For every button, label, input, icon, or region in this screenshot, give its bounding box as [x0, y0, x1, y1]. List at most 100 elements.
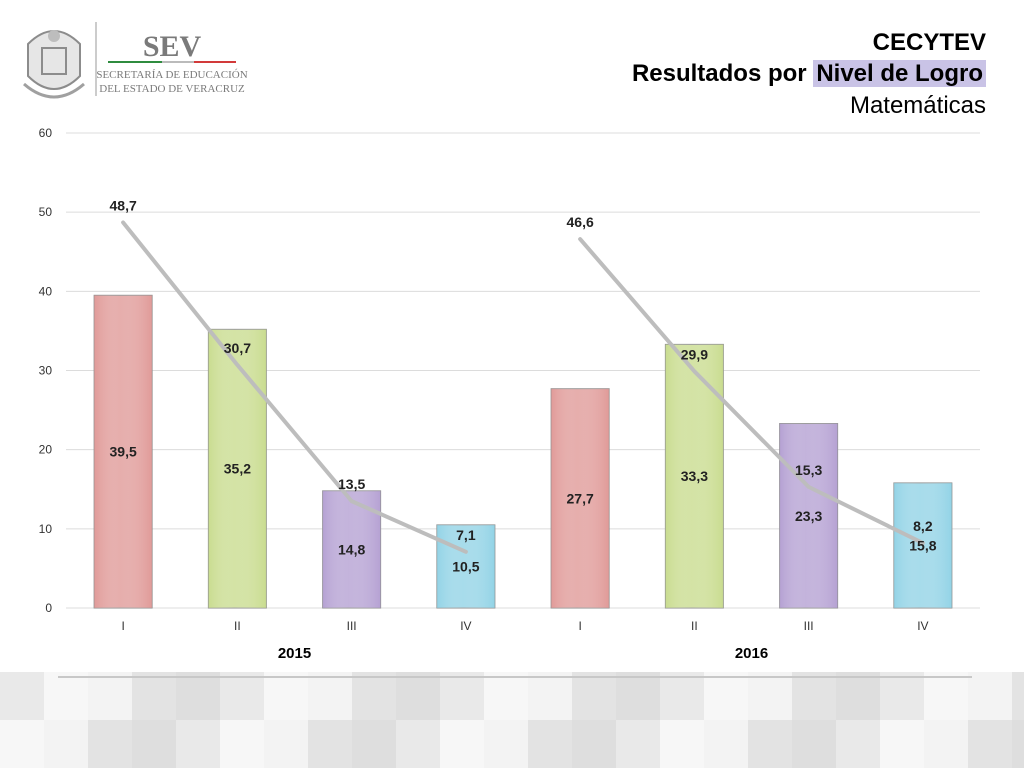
footer-tile [308, 720, 352, 768]
y-tick-label: 20 [39, 443, 53, 457]
y-tick-label: 0 [45, 601, 52, 615]
line-value-label: 46,6 [567, 214, 594, 230]
footer-tile [88, 720, 132, 768]
line-value-label: 29,9 [681, 346, 708, 362]
footer-tile [748, 672, 792, 720]
footer-tile [968, 672, 1012, 720]
footer-tile [880, 720, 924, 768]
title-highlight: Nivel de Logro [813, 60, 986, 87]
footer-tile [528, 720, 572, 768]
chart-titles: CECYTEV Resultados por Nivel de Logro Ma… [632, 28, 986, 122]
footer-tile [616, 672, 660, 720]
x-tick-label: III [347, 619, 357, 633]
y-tick-label: 40 [39, 284, 53, 298]
footer-tile [220, 672, 264, 720]
footer-tile [528, 672, 572, 720]
y-tick-label: 60 [39, 126, 53, 140]
x-tick-label: I [121, 619, 124, 633]
x-tick-label: II [234, 619, 241, 633]
footer-tile [836, 672, 880, 720]
subject-title: Matemáticas [849, 92, 986, 119]
line-value-label: 7,1 [456, 527, 476, 543]
footer-tile [308, 672, 352, 720]
footer-tile [44, 720, 88, 768]
title-prefix: Resultados por [631, 60, 814, 87]
org-title: CECYTEV [872, 29, 986, 56]
bar-highlight [893, 482, 952, 608]
footer-tile [704, 672, 748, 720]
bar-highlight [94, 295, 153, 608]
footer-tile [484, 720, 528, 768]
y-tick-label: 10 [39, 522, 53, 536]
footer-tile [440, 720, 484, 768]
line-series-segment [578, 237, 925, 546]
footer-tile [264, 720, 308, 768]
x-tick-label: III [804, 619, 814, 633]
x-tick-label: II [691, 619, 698, 633]
bar-value-label: 10,5 [452, 558, 479, 574]
bar-value-label: 14,8 [338, 541, 365, 557]
footer-tile [220, 720, 264, 768]
group-label: 2015 [278, 645, 311, 662]
bar-value-label: 33,3 [681, 468, 708, 484]
footer-tile [396, 720, 440, 768]
footer-tile [176, 672, 220, 720]
footer-tile [660, 672, 704, 720]
footer-tile [0, 672, 44, 720]
frame-line [58, 676, 972, 678]
footer-tile [924, 672, 968, 720]
line-value-label: 15,3 [795, 462, 822, 478]
logo-line-1: SECRETARÍA DE EDUCACIÓN [96, 69, 247, 81]
footer-tile [176, 720, 220, 768]
bar-highlight [436, 524, 495, 608]
footer-tile [352, 720, 396, 768]
y-tick-label: 50 [39, 205, 53, 219]
y-tick-label: 30 [39, 364, 53, 378]
footer-tile [704, 720, 748, 768]
footer-tile [572, 720, 616, 768]
bar-highlight [779, 423, 838, 608]
footer-tile [88, 672, 132, 720]
logo-line-2: DEL ESTADO DE VERACRUZ [99, 83, 245, 95]
bar-value-label: 27,7 [567, 490, 594, 506]
bar-highlight [551, 388, 610, 608]
footer-tile [44, 672, 88, 720]
line-value-label: 8,2 [913, 518, 933, 534]
bar-value-label: 15,8 [909, 537, 936, 553]
x-tick-label: IV [460, 619, 471, 633]
footer-tile [748, 720, 792, 768]
footer-tile [660, 720, 704, 768]
line-value-label: 30,7 [224, 340, 251, 356]
footer-tile [264, 672, 308, 720]
line-value-label: 13,5 [338, 476, 365, 492]
footer-pattern [0, 672, 1024, 768]
bar-highlight [208, 329, 267, 608]
line-value-label: 48,7 [110, 197, 137, 213]
bar-value-label: 23,3 [795, 508, 822, 524]
footer-tile [836, 720, 880, 768]
footer-tile [616, 720, 660, 768]
footer-tile [132, 720, 176, 768]
footer-tile [572, 672, 616, 720]
x-tick-label: I [578, 619, 581, 633]
footer-tile [352, 672, 396, 720]
bar-value-label: 35,2 [224, 461, 251, 477]
line-series-segment [121, 220, 468, 554]
x-tick-label: IV [917, 619, 928, 633]
footer-tile [1012, 720, 1024, 768]
footer-tile [132, 672, 176, 720]
group-label: 2016 [735, 645, 768, 662]
footer-tile [0, 720, 44, 768]
footer-tile [440, 672, 484, 720]
footer-tile [396, 672, 440, 720]
bar-value-label: 39,5 [110, 444, 137, 460]
sev-logo: SEV SECRETARÍA DE EDUCACIÓN DEL ESTADO D… [14, 14, 254, 114]
coat-of-arms-icon [23, 30, 85, 99]
footer-tile [792, 672, 836, 720]
footer-tile [924, 720, 968, 768]
footer-tile [792, 720, 836, 768]
footer-tile [1012, 672, 1024, 720]
footer-tile [880, 672, 924, 720]
footer-tile [484, 672, 528, 720]
footer-tile [968, 720, 1012, 768]
